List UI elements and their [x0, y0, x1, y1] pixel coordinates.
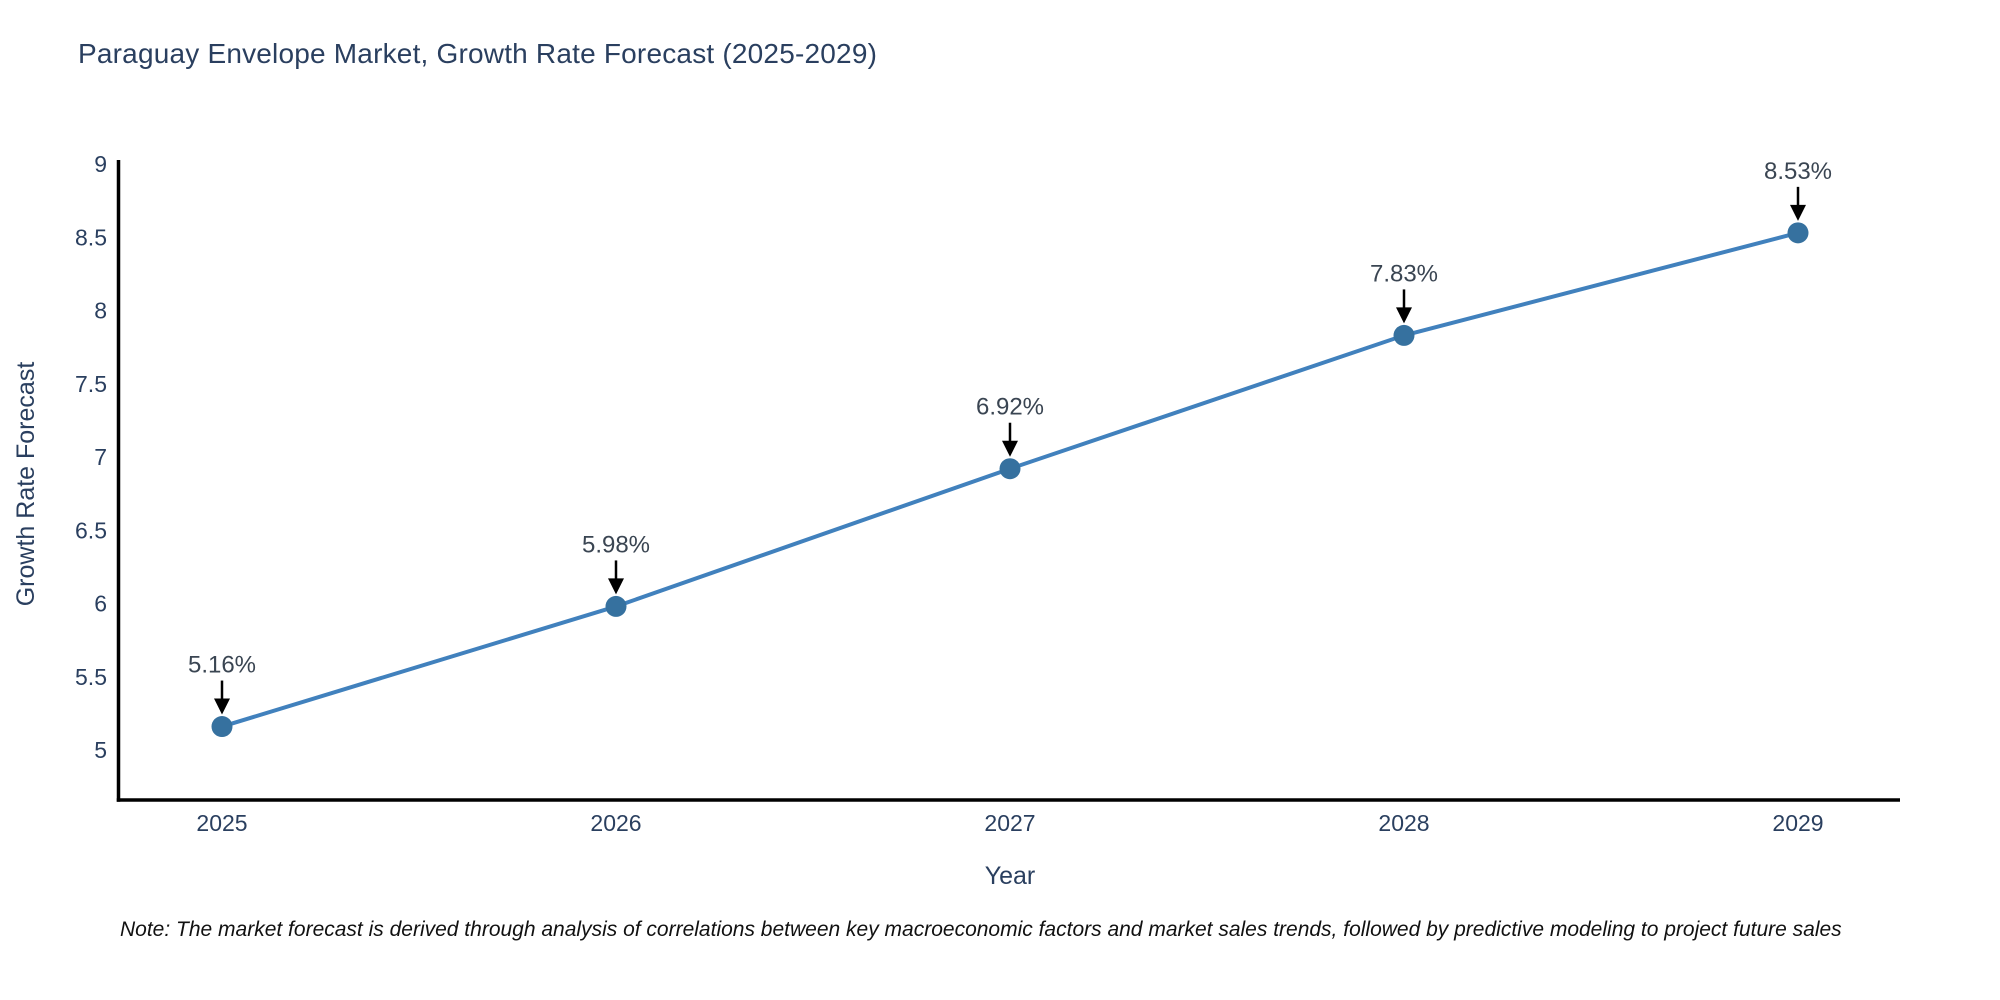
footnote: Note: The market forecast is derived thr… — [120, 918, 1842, 941]
annotation-arrow-head — [608, 578, 624, 595]
data-point-marker — [999, 458, 1021, 480]
x-tick-label: 2026 — [590, 810, 641, 836]
y-tick-label: 7 — [94, 444, 107, 470]
y-tick-label: 9 — [94, 151, 107, 177]
data-point-label: 8.53% — [1764, 158, 1832, 185]
y-tick-label: 5.5 — [75, 664, 107, 690]
data-point-label: 5.16% — [188, 652, 256, 679]
x-tick-label: 2025 — [196, 810, 247, 836]
data-point-marker — [211, 716, 233, 738]
data-point-marker — [1787, 222, 1809, 244]
x-tick-label: 2029 — [1772, 810, 1823, 836]
y-tick-label: 8 — [94, 298, 107, 324]
annotation-arrow-head — [1396, 307, 1412, 324]
y-axis-title: Growth Rate Forecast — [12, 361, 40, 607]
annotation-arrow-head — [1790, 204, 1806, 221]
y-tick-label: 6 — [94, 591, 107, 617]
trend-line — [220, 230, 1800, 729]
x-axis-title: Year — [984, 862, 1036, 890]
data-point-marker — [1393, 324, 1415, 346]
data-point-marker — [605, 595, 627, 617]
annotation-arrow-head — [214, 698, 230, 715]
x-tick-label: 2027 — [984, 810, 1035, 836]
chart-title: Paraguay Envelope Market, Growth Rate Fo… — [78, 38, 878, 69]
y-tick-label: 7.5 — [75, 371, 107, 397]
y-tick-label: 8.5 — [75, 224, 107, 250]
data-point-label: 6.92% — [976, 394, 1044, 421]
data-point-label: 5.98% — [582, 531, 650, 558]
y-tick-label: 5 — [94, 737, 107, 763]
annotation-arrow-head — [1002, 440, 1018, 457]
y-tick-label: 6.5 — [75, 517, 107, 543]
data-point-label: 7.83% — [1370, 260, 1438, 287]
x-tick-label: 2028 — [1378, 810, 1429, 836]
